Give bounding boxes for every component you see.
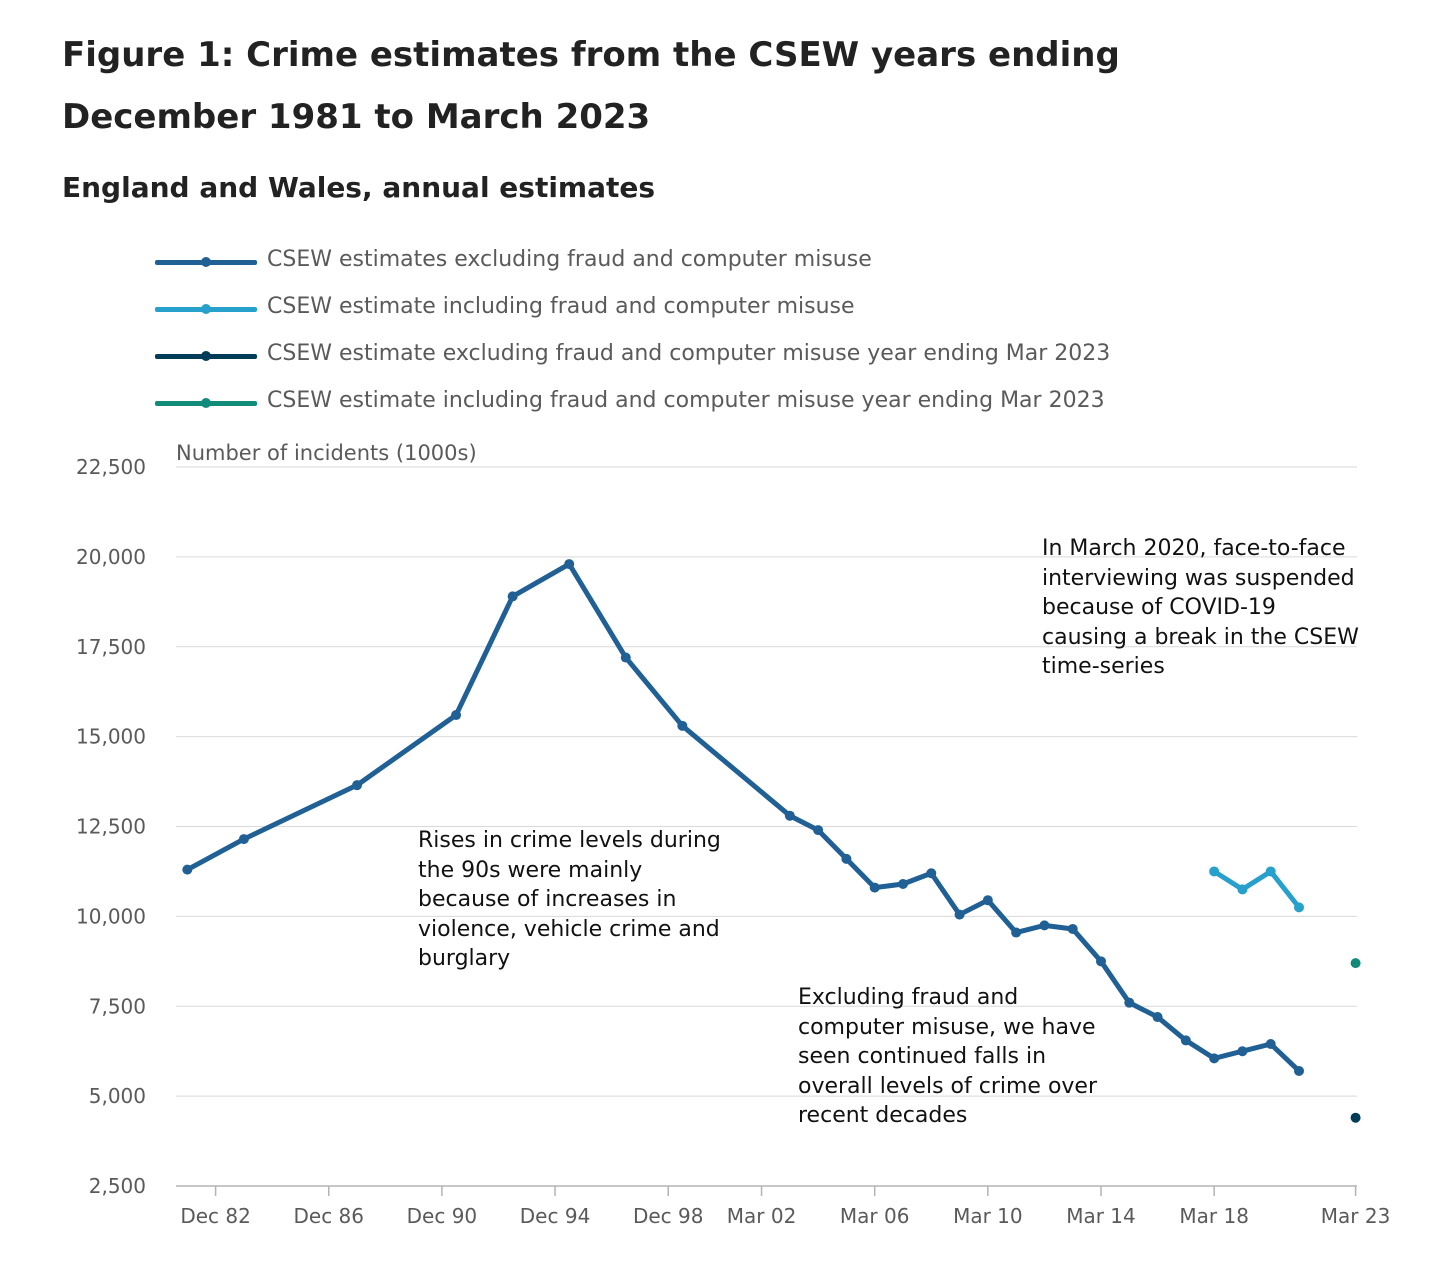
legend-label-incl-2023: CSEW estimate including fraud and comput… [267,388,1105,413]
data-point-series-1 [841,853,852,864]
data-point-series-1 [784,810,795,821]
data-point-series-1 [1237,1046,1248,1057]
y-tick-label: 5,000 [89,1084,146,1108]
data-point-series-1 [897,879,908,890]
chart-subtitle: England and Wales, annual estimates [62,171,656,204]
legend-label-excl-2023: CSEW estimate excluding fraud and comput… [267,341,1111,366]
legend-swatch-excl-2023 [155,351,257,361]
data-point-series-1 [238,834,249,845]
data-point-series-1 [982,895,993,906]
data-point-series-1 [507,591,518,602]
data-point-series-2 [1294,902,1305,913]
data-point-series-1 [620,652,631,663]
axis-layer: 2,500 5,000 7,500 10,000 12,500 15,000 17,500 2… [76,455,1390,1228]
data-point-series-4 [1350,958,1361,969]
y-tick-label: 15,000 [76,725,146,749]
y-tick-label: 12,500 [76,815,146,839]
data-point-series-1 [352,780,363,791]
x-tick-label: Dec 94 [520,1204,591,1228]
legend-swatch-excl [155,257,257,267]
y-tick-label: 20,000 [76,545,146,569]
data-point-series-1 [564,559,575,570]
series-layer [182,559,1361,1123]
x-tick-label: Mar 06 [840,1204,910,1228]
annotation-falls: Excluding fraud and computer misuse, we … [798,985,1097,1128]
y-tick-label: 22,500 [76,455,146,479]
legend-label-incl: CSEW estimate including fraud and comput… [267,294,855,319]
data-point-series-1 [1124,997,1135,1008]
y-axis-label: Number of incidents (1000s) [176,441,477,465]
data-point-series-1 [1152,1012,1163,1023]
x-tick-label: Dec 90 [407,1204,478,1228]
y-tick-label: 17,500 [76,635,146,659]
data-point-series-1 [1067,923,1078,934]
x-tick-label: Mar 14 [1066,1204,1136,1228]
legend-label-excl: CSEW estimates excluding fraud and compu… [267,247,872,272]
data-point-series-1 [1209,1053,1220,1064]
x-tick-label: Mar 23 [1321,1204,1391,1228]
data-point-series-1 [954,909,965,920]
data-point-series-3 [1350,1112,1361,1123]
data-point-series-1 [1180,1035,1191,1046]
y-tick-label: 7,500 [89,994,146,1018]
x-tick-label: Dec 86 [293,1204,364,1228]
data-point-series-2 [1237,884,1248,895]
data-point-series-1 [1095,956,1106,967]
annotation-rises: Rises in crime levels during the 90s wer… [418,828,721,971]
annotation-covid: In March 2020, face-to-face interviewing… [1042,536,1359,679]
data-point-series-1 [813,825,824,836]
legend-swatch-incl [155,304,257,314]
data-point-series-2 [1209,866,1220,877]
y-tick-label: 10,000 [76,904,146,928]
data-point-series-1 [1011,927,1022,938]
data-point-series-1 [1265,1038,1276,1049]
x-tick-label: Mar 02 [727,1204,797,1228]
x-tick-label: Mar 18 [1179,1204,1249,1228]
data-point-series-1 [182,864,193,875]
data-point-series-1 [926,868,937,879]
data-point-series-1 [1039,920,1050,931]
data-point-series-1 [1294,1065,1305,1076]
x-tick-label: Dec 98 [633,1204,704,1228]
legend-swatch-incl-2023 [155,398,257,408]
data-point-series-1 [677,720,688,731]
chart-title: Figure 1: Crime estimates from the CSEW … [62,35,1120,137]
y-tick-label: 2,500 [89,1174,146,1198]
series-line-2 [1211,868,1302,910]
x-tick-label: Mar 10 [953,1204,1023,1228]
data-point-series-1 [451,710,462,721]
data-point-series-1 [869,882,880,893]
data-point-series-2 [1265,866,1276,877]
x-tick-label: Dec 82 [180,1204,251,1228]
